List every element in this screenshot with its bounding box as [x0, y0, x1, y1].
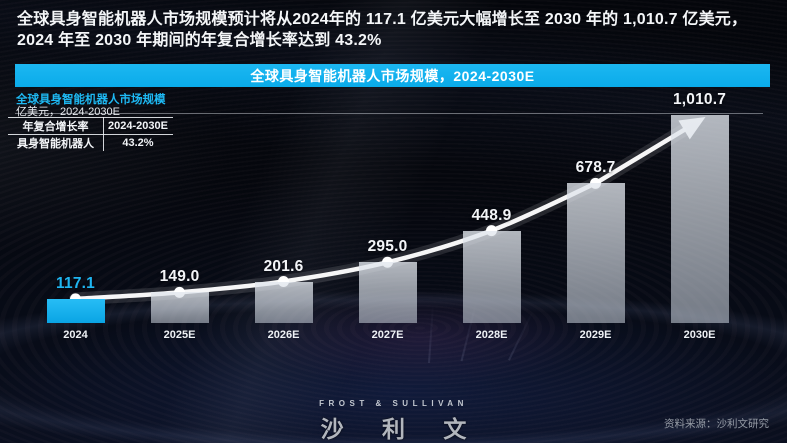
value-label-2030E: 1,010.7 [672, 91, 727, 108]
peak-reference-line [15, 113, 763, 114]
headline-line1: 全球具身智能机器人市场规模预计将从2024年的 117.1 亿美元大幅增长至 2… [17, 11, 748, 28]
bar-2026E [254, 281, 313, 323]
value-label-2024: 117.1 [56, 274, 95, 292]
chart-title-banner: 全球具身智能机器人市场规模，2024-2030E [15, 64, 770, 87]
headline-line2: 2024 年至 2030 年期间的年复合增长率达到 43.2% [17, 32, 382, 49]
bar-2029E [566, 183, 625, 323]
logo-cjk-text: 沙 利 文 [320, 416, 483, 442]
x-tick-2029E: 2029E [579, 329, 612, 341]
bar-2030E [670, 115, 729, 323]
x-tick-2027E: 2027E [371, 329, 404, 341]
bar-2024 [46, 298, 105, 323]
value-label-2028E: 448.9 [471, 206, 512, 224]
source-note: 资料来源：沙利文研究 [664, 418, 769, 430]
value-label-2027E: 295.0 [367, 238, 408, 256]
x-tick-2026E: 2026E [267, 329, 300, 341]
table-top-border [8, 117, 173, 118]
value-label-2026E: 201.6 [263, 257, 304, 275]
bar-2027E [358, 262, 417, 323]
x-tick-2024: 2024 [63, 329, 88, 341]
bar-2028E [462, 230, 521, 323]
x-tick-2025E: 2025E [163, 329, 196, 341]
x-tick-2030E: 2030E [683, 329, 716, 341]
value-label-2025E: 149.0 [159, 268, 200, 286]
headline: 全球具身智能机器人市场规模预计将从2024年的 117.1 亿美元大幅增长至 2… [17, 9, 777, 51]
value-label-2029E: 678.7 [575, 159, 616, 177]
chart-unit-label: 亿美元，2024-2030E [16, 106, 120, 118]
bar-2025E [150, 292, 209, 323]
chart-title: 全球具身智能机器人市场规模，2024-2030E [250, 67, 535, 84]
logo-latin-text: FROST & SULLIVAN [319, 399, 468, 408]
x-tick-2028E: 2028E [475, 329, 508, 341]
frost-sullivan-logo: FROST & SULLIVAN 沙 利 文 [0, 399, 787, 443]
chart-subtitle: 全球具身智能机器人市场规模 [16, 94, 166, 106]
cagr-header-cell: 年复合增长率 [22, 120, 89, 133]
